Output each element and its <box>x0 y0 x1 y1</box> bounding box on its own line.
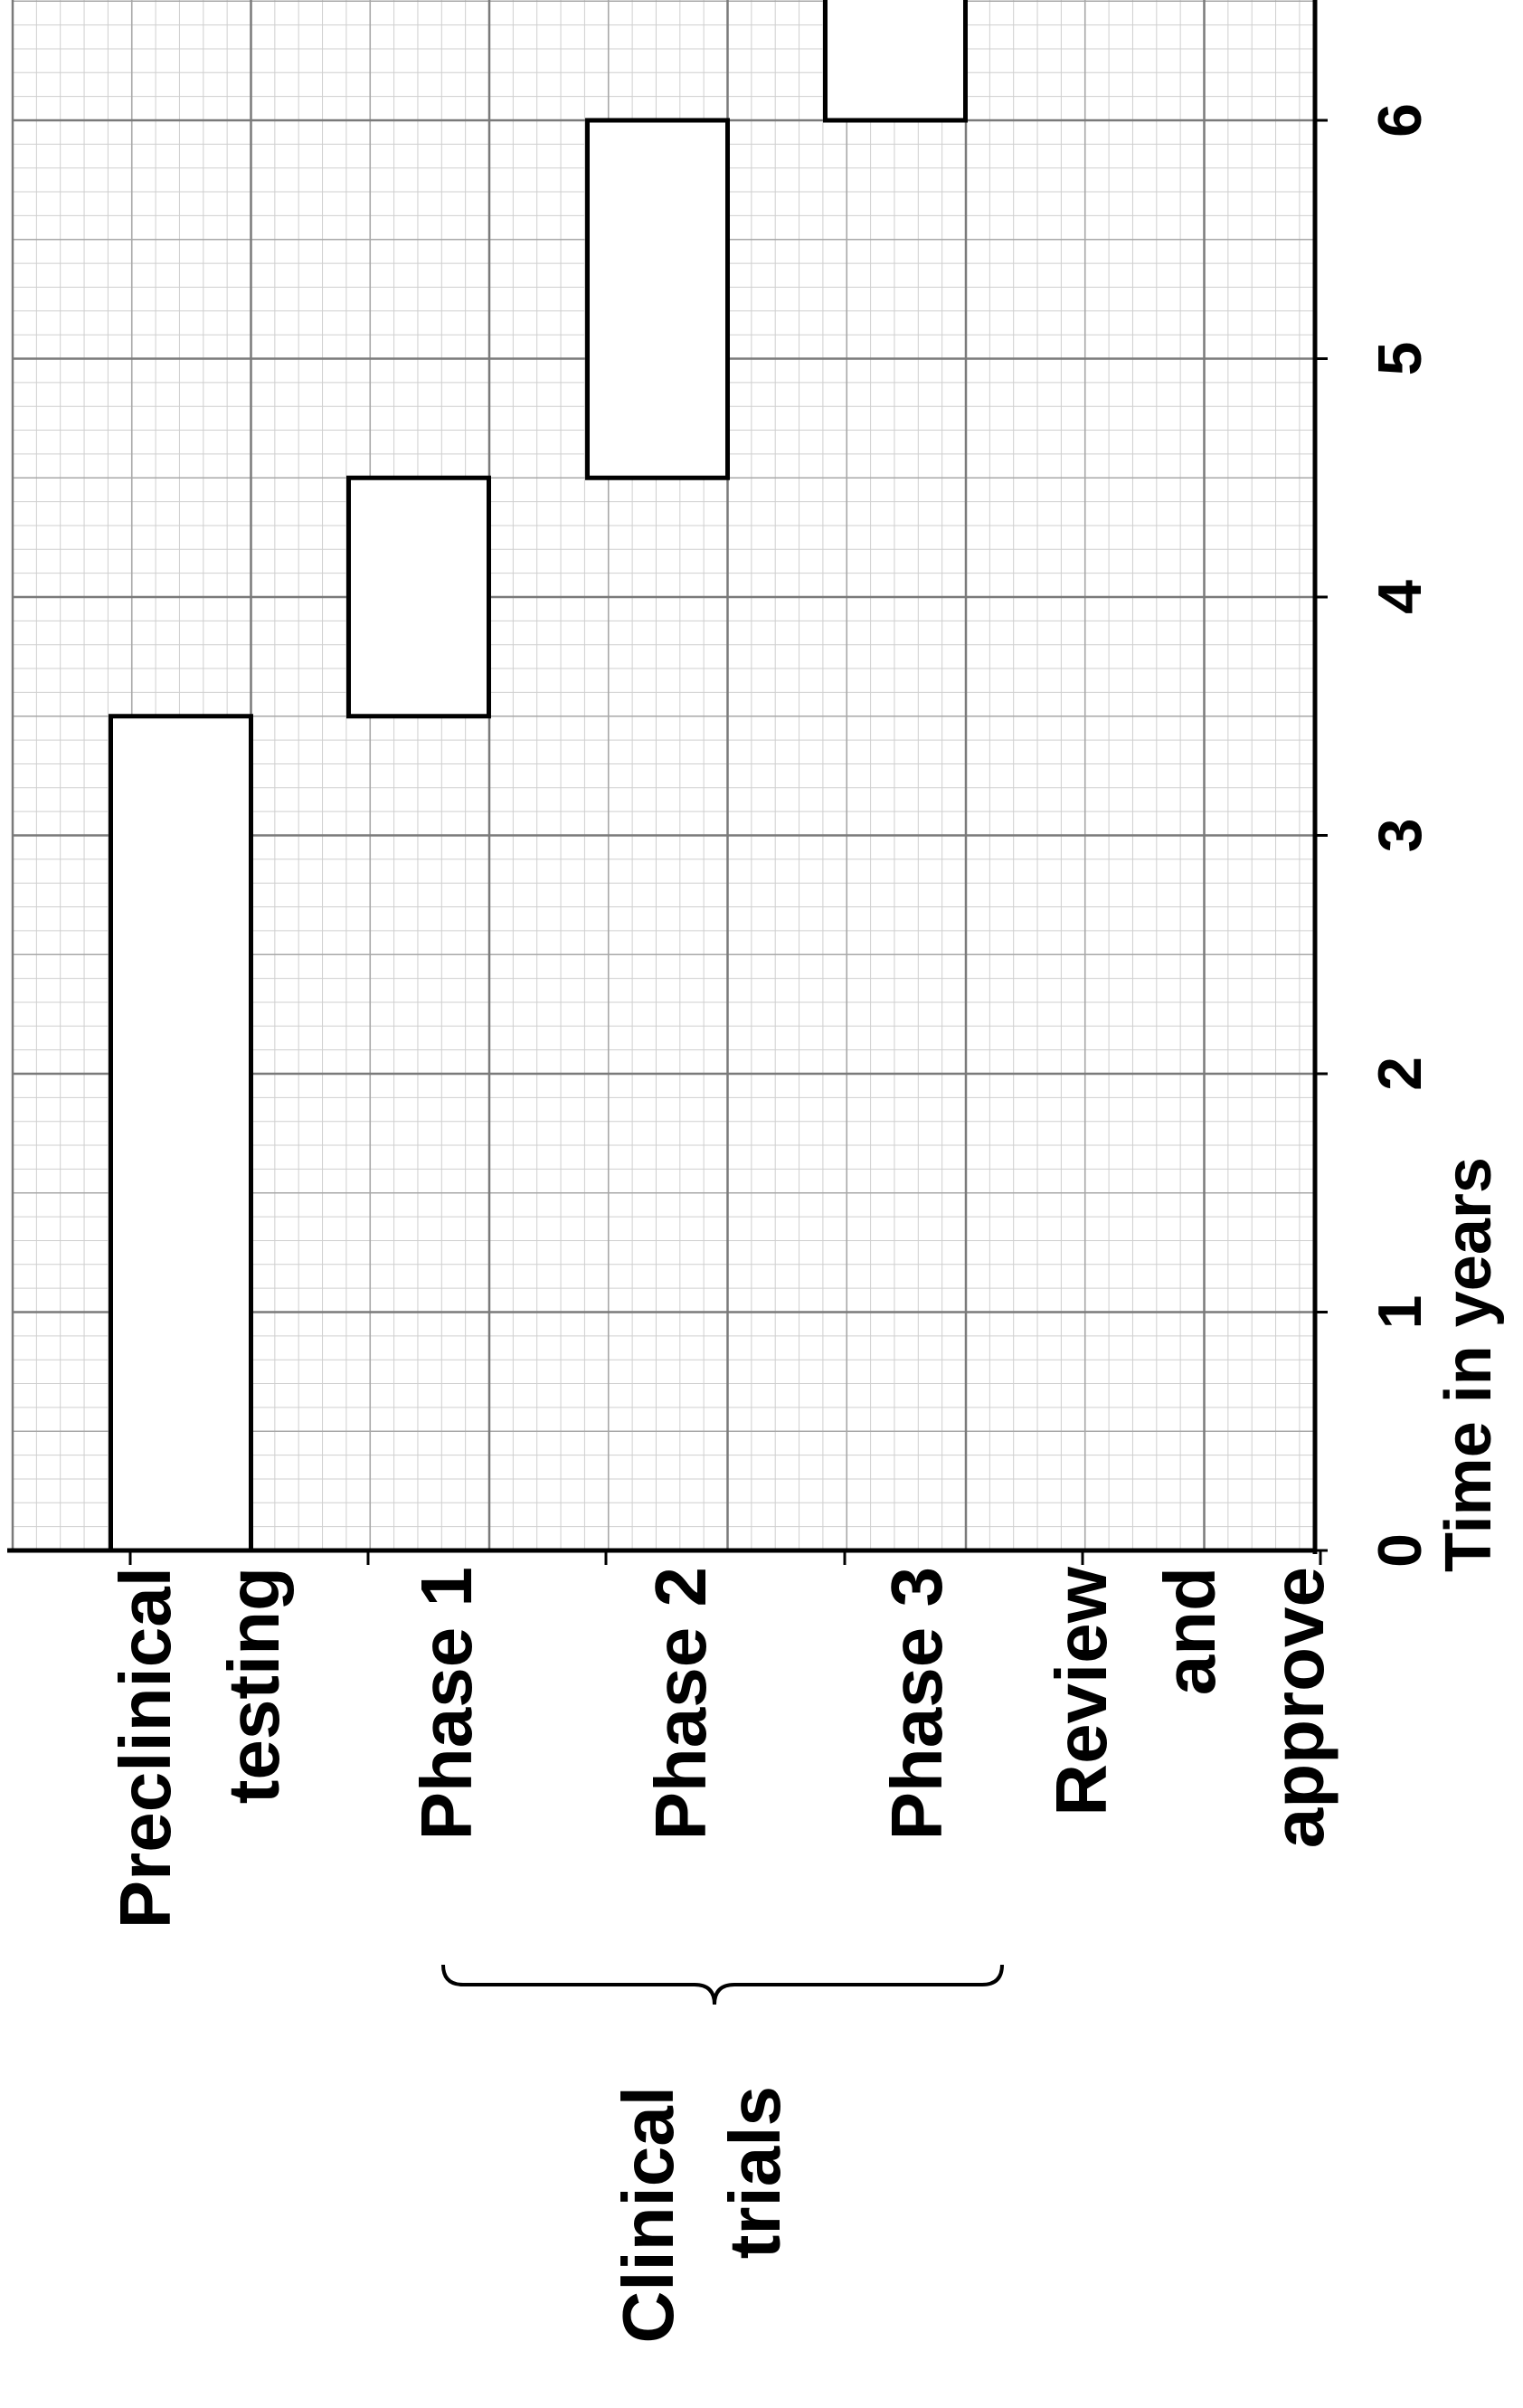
x-axis-title: Time in years <box>1433 1157 1505 1572</box>
x-tick-label: 6 <box>1366 103 1434 137</box>
category-labels: Preclinical testing Phase 1 Phase 2 Phase 3 R… <box>105 1566 1339 1929</box>
bar-4 <box>823 0 968 123</box>
category-label-line: approve <box>1258 1567 1339 1848</box>
bar-3 <box>585 118 730 480</box>
x-tick-label: 3 <box>1366 819 1434 853</box>
category-label-line: Preclinical <box>105 1567 185 1929</box>
category-label-line: Review <box>1041 1566 1121 1815</box>
group-label-line: trials <box>714 2086 795 2259</box>
x-tick-label: 4 <box>1366 580 1434 614</box>
category-label-line: Phase 2 <box>640 1567 721 1840</box>
bars <box>109 0 968 1553</box>
clinical-trials-brace <box>441 1964 1004 2005</box>
bar-2 <box>346 475 491 719</box>
x-tick-label: 2 <box>1366 1057 1434 1091</box>
group-label: Clinical trials <box>608 2086 795 2344</box>
x-tick-label: 5 <box>1366 342 1434 376</box>
brace <box>441 1964 1004 2005</box>
bar-1 <box>109 714 253 1553</box>
category-label-line: and <box>1149 1567 1230 1695</box>
x-axis-label: Time in years <box>1433 1157 1505 1572</box>
x-tick-label: 1 <box>1366 1295 1434 1330</box>
category-label-line: Phase 3 <box>876 1567 957 1840</box>
x-tick-label: 0 <box>1366 1533 1434 1568</box>
group-label-line: Clinical <box>608 2086 688 2344</box>
category-label-line: testing <box>213 1567 294 1804</box>
x-tick-labels: 0123456789101112 <box>1366 103 1434 1568</box>
category-label-line: Phase 1 <box>406 1567 487 1840</box>
